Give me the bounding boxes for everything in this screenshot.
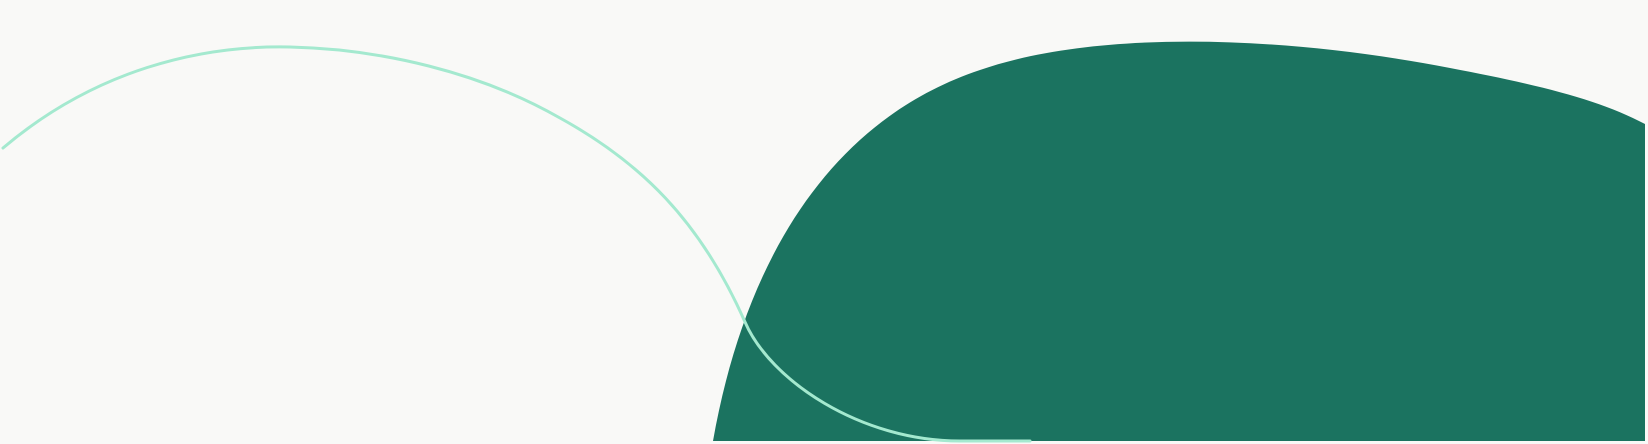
dark-green-blob-shape: [713, 41, 1645, 441]
mint-wave-line: [1, 45, 1032, 443]
